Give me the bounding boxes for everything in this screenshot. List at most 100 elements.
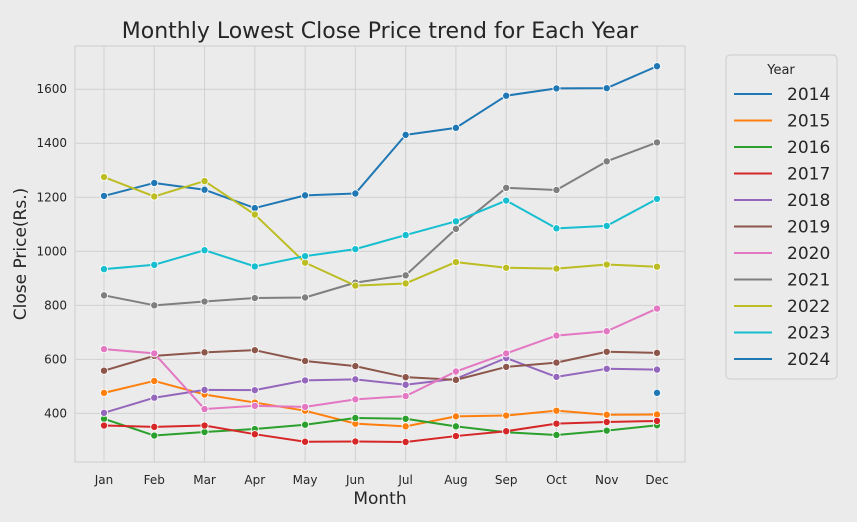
series-line-2021	[103, 141, 658, 307]
data-point-2017	[351, 437, 360, 446]
data-point-2019	[401, 373, 410, 382]
y-tick-label: 1200	[36, 190, 67, 204]
data-point-2023	[351, 245, 360, 254]
data-point-2017	[100, 421, 109, 430]
data-point-2017	[653, 416, 662, 425]
data-point-2016	[602, 426, 611, 435]
data-point-2014	[451, 123, 460, 132]
legend-entry-2021: 2021	[734, 271, 830, 291]
data-point-2022	[250, 210, 259, 219]
legend-label: 2014	[787, 85, 830, 105]
data-point-2014	[100, 191, 109, 200]
data-point-2021	[200, 297, 209, 306]
data-point-2018	[301, 376, 310, 385]
data-point-2023	[502, 196, 511, 205]
data-point-2021	[100, 291, 109, 300]
legend-entries: 2014 2015 2016 2017 2018 2019 2020 2021 2022 2023…	[734, 85, 830, 370]
series-line-2017	[103, 419, 658, 444]
data-point-2023	[602, 221, 611, 230]
data-point-2014	[653, 62, 662, 71]
series-line-2022	[103, 176, 658, 287]
legend-label: 2024	[787, 350, 830, 370]
legend-entry-2016: 2016	[734, 138, 830, 158]
data-point-2018	[401, 380, 410, 389]
legend-label: 2018	[787, 191, 830, 211]
data-point-2020	[602, 327, 611, 336]
data-point-2015	[602, 410, 611, 419]
data-point-2014	[552, 84, 561, 93]
data-point-2023	[301, 252, 310, 261]
x-tick-label: Jul	[397, 473, 412, 487]
x-tick-label: Mar	[193, 473, 216, 487]
legend-label: 2022	[787, 297, 830, 317]
data-point-2022	[401, 279, 410, 288]
legend-label: 2016	[787, 138, 830, 158]
data-point-2014	[602, 84, 611, 93]
series-line-2018	[103, 357, 658, 414]
legend-entry-2014: 2014	[734, 85, 830, 105]
data-point-2022	[451, 258, 460, 267]
data-point-2021	[301, 293, 310, 302]
series-2019	[100, 346, 662, 384]
y-tick-label: 400	[44, 406, 67, 420]
data-point-2019	[451, 375, 460, 384]
data-point-2017	[200, 421, 209, 430]
data-point-2015	[451, 412, 460, 421]
data-point-2018	[653, 365, 662, 374]
data-point-2021	[401, 271, 410, 280]
data-point-2021	[552, 185, 561, 194]
legend-entry-2017: 2017	[734, 165, 830, 185]
data-point-2018	[602, 364, 611, 373]
data-point-2014	[301, 191, 310, 200]
legend-entry-2018: 2018	[734, 191, 830, 211]
data-point-2015	[100, 388, 109, 397]
data-point-2019	[250, 346, 259, 355]
data-point-2016	[451, 422, 460, 431]
x-tick-label: Apr	[244, 473, 265, 487]
data-point-2023	[100, 265, 109, 274]
legend-entry-2023: 2023	[734, 324, 830, 344]
series-2023	[100, 194, 662, 274]
data-point-2014	[401, 130, 410, 139]
data-point-2018	[100, 408, 109, 417]
data-point-2022	[653, 262, 662, 271]
data-point-2017	[301, 437, 310, 446]
legend-label: 2017	[787, 165, 830, 185]
plot-area	[74, 45, 686, 463]
data-point-2019	[602, 347, 611, 356]
data-point-2023	[150, 260, 159, 269]
series-2020	[100, 304, 662, 414]
data-point-2023	[401, 231, 410, 240]
series-line-2014	[103, 65, 658, 210]
y-axis-ticks: 400 600 800 1000 1200 1400 1600	[36, 82, 67, 420]
x-tick-label: Sep	[495, 473, 518, 487]
data-point-2019	[200, 348, 209, 357]
legend-label: 2020	[787, 244, 830, 264]
data-point-2021	[502, 183, 511, 192]
y-tick-label: 600	[44, 352, 67, 366]
series-2021	[100, 138, 662, 310]
series-line-2015	[103, 379, 658, 428]
series-line-2019	[103, 349, 658, 381]
data-point-2017	[502, 427, 511, 436]
data-point-2015	[401, 422, 410, 431]
data-point-2022	[552, 264, 561, 273]
data-point-2018	[150, 393, 159, 402]
data-point-2021	[150, 301, 159, 310]
data-point-2017	[250, 430, 259, 439]
data-point-2022	[351, 281, 360, 290]
data-point-2017	[150, 422, 159, 431]
data-point-2022	[602, 260, 611, 269]
data-point-2014	[150, 178, 159, 187]
legend-label: 2015	[787, 112, 830, 132]
data-point-2021	[451, 224, 460, 233]
x-tick-label: Nov	[595, 473, 618, 487]
legend-label: 2019	[787, 218, 830, 238]
series-2024	[653, 388, 662, 397]
data-point-2016	[552, 430, 561, 439]
data-point-2021	[602, 157, 611, 166]
data-point-2020	[552, 331, 561, 340]
data-point-2014	[502, 91, 511, 100]
y-tick-label: 1000	[36, 244, 67, 258]
